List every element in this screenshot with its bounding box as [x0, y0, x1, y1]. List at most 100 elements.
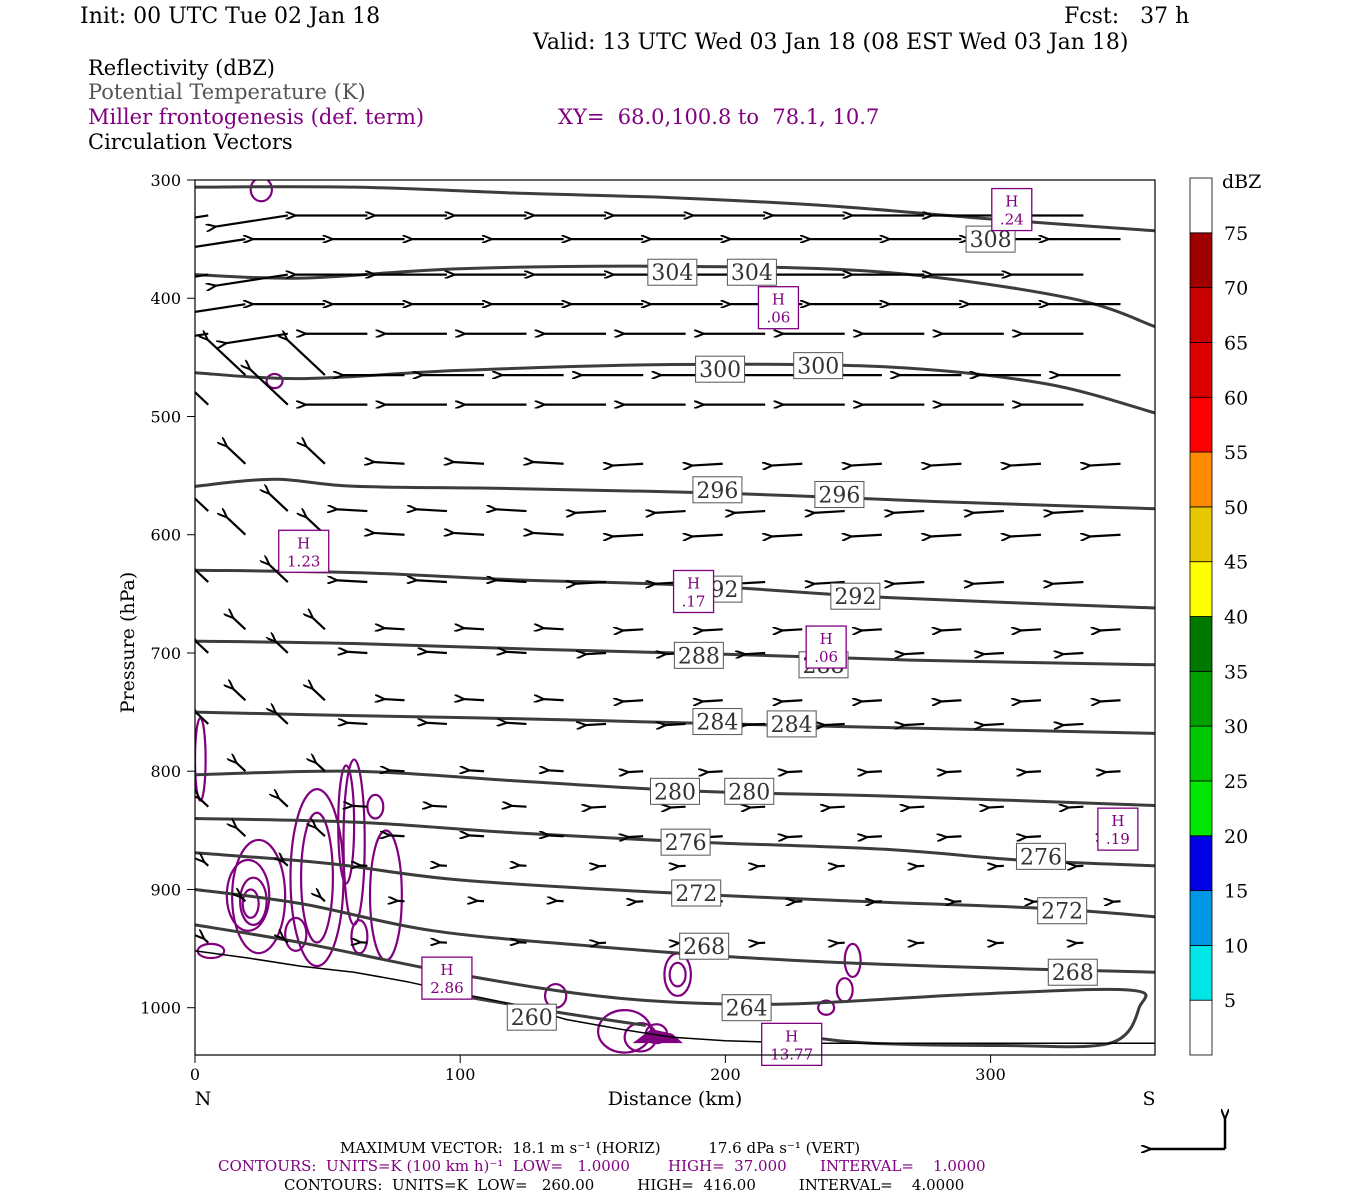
theta-contour-308	[195, 185, 1155, 233]
circulation-vector	[851, 535, 882, 537]
theta-label-308: 308	[965, 225, 1016, 253]
colorbar-label: 60	[1224, 387, 1248, 409]
fronto-label-box	[421, 956, 473, 1000]
colorbar-label: 5	[1224, 990, 1236, 1012]
theta-label-text: 284	[696, 711, 738, 736]
fronto-label-h: H	[1111, 812, 1124, 830]
valid-time: Valid: 13 UTC Wed 03 Jan 18 (08 EST Wed …	[533, 30, 1129, 55]
fronto-label-h: H	[440, 961, 453, 979]
theta-label-text: 296	[696, 479, 738, 504]
circulation-vector	[463, 628, 485, 629]
theta-contour-284	[195, 710, 1155, 735]
fronto-label-h: H	[785, 1027, 798, 1045]
circulation-vector	[336, 509, 368, 511]
colorbar-segment	[1189, 835, 1213, 891]
circulation-vector	[320, 897, 326, 903]
circulation-vector	[207, 339, 247, 376]
circulation-vector	[468, 835, 485, 836]
fronto-contour	[265, 372, 284, 390]
theta-label-300: 300	[793, 352, 844, 380]
circulation-vector	[1089, 535, 1121, 537]
circulation-vector	[973, 511, 1004, 513]
circulation-vector	[283, 861, 289, 867]
circulation-vector	[249, 369, 289, 406]
circulation-vector	[1068, 807, 1084, 808]
fronto-contour	[196, 942, 226, 960]
colorbar-title: dBZ	[1222, 171, 1261, 193]
circulation-vector	[431, 806, 447, 807]
y-tick-label: 700	[150, 644, 181, 663]
circulation-vector	[543, 699, 564, 700]
theta-label-box	[1037, 897, 1088, 925]
theta-label-text: 276	[1020, 845, 1062, 870]
fronto-label-value: .24	[1000, 211, 1024, 229]
circulation-vector	[269, 564, 289, 583]
y-axis-title: Pressure (hPa)	[117, 572, 139, 714]
fronto-label-box	[278, 529, 330, 573]
theta-label-box	[830, 582, 881, 610]
fronto-contour	[350, 919, 369, 955]
circulation-vector	[315, 762, 326, 773]
south-label: S	[1142, 1088, 1155, 1110]
theta-label-text: 264	[726, 997, 768, 1022]
theta-label-288: 288	[673, 641, 724, 669]
x-tick-label: 200	[710, 1065, 741, 1084]
colorbar-label: 45	[1224, 552, 1248, 574]
circulation-vector	[909, 807, 925, 808]
theta-label-text: 268	[683, 935, 725, 960]
circulation-vector	[236, 762, 247, 773]
circulation-vector	[506, 652, 527, 653]
circulation-vector	[336, 580, 368, 582]
legend-reflectivity: Reflectivity (dBZ)	[88, 56, 276, 80]
circulation-vector	[1020, 700, 1042, 701]
circulation-vector	[744, 724, 766, 725]
theta-label-260: 260	[506, 1003, 557, 1031]
circulation-vector	[612, 464, 644, 466]
circulation-vector	[781, 629, 803, 630]
theta-label-276: 276	[1015, 842, 1066, 870]
circulation-vector	[384, 699, 405, 700]
fronto-contour	[241, 888, 260, 919]
fronto-label-box	[1097, 807, 1139, 851]
fronto-label-h: H	[1005, 193, 1018, 211]
circulation-vector	[702, 629, 723, 630]
fronto-contour	[225, 858, 271, 932]
fronto-contour	[289, 788, 345, 968]
circulation-vector	[692, 464, 723, 466]
circulation-vector	[941, 700, 962, 701]
circulation-vector	[548, 770, 564, 771]
circulation-vector	[744, 653, 766, 654]
theta-contour-288	[195, 639, 1155, 667]
colorbar-segment	[1189, 396, 1213, 453]
circulation-vector	[195, 238, 246, 248]
colorbar-segment	[1189, 670, 1213, 727]
circulation-vector	[814, 582, 845, 584]
legend-frontogenesis: Miller frontogenesis (def. term)	[88, 105, 425, 129]
circulation-vector	[278, 798, 289, 808]
theta-label-box	[671, 879, 722, 907]
circulation-vector	[453, 533, 485, 535]
theta-label-268: 268	[679, 932, 730, 960]
colorbar-segment	[1189, 725, 1213, 782]
fronto-contour	[843, 942, 862, 979]
colorbar-segment	[1189, 999, 1213, 1056]
theta-label-box	[814, 481, 865, 509]
circulation-vector	[215, 273, 288, 286]
fronto-contour	[366, 793, 385, 820]
circulation-vector	[543, 628, 564, 629]
circulation-vector	[233, 617, 247, 631]
colorbar-label: 10	[1224, 935, 1248, 957]
circulation-vector	[1020, 629, 1042, 630]
circulation-vector	[215, 214, 288, 226]
circulation-vector	[416, 509, 447, 511]
circulation-vector	[787, 836, 803, 837]
colorbar-label: 65	[1224, 332, 1248, 354]
theta-label-text: 308	[970, 228, 1012, 253]
fronto-label-box	[761, 1022, 823, 1067]
fronto-label-value: .17	[682, 592, 706, 610]
fronto-label-box	[672, 569, 715, 614]
circulation-vector	[532, 533, 564, 535]
theta-label-text: 280	[654, 780, 696, 805]
circulation-vector	[814, 511, 845, 513]
circulation-vector	[203, 861, 210, 867]
